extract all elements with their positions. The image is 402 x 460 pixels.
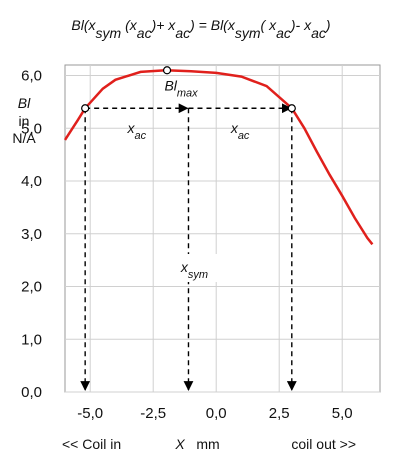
x-label: << Coil in: [62, 436, 121, 452]
title-part: ) = Bl(x: [188, 17, 236, 33]
curve: [63, 69, 374, 246]
y-tick-label: 1,0: [21, 331, 42, 348]
sym-label-bg: [170, 254, 219, 282]
max-label: Blmax: [164, 77, 198, 99]
y-tick-label: 6,0: [21, 68, 42, 85]
y-tick-label: 3,0: [21, 226, 42, 243]
title-part: ): [324, 17, 331, 33]
y-label: N/A: [12, 130, 36, 146]
y-tick-label: 5,0: [21, 120, 42, 137]
x-tick-label: 5,0: [332, 405, 353, 422]
x-label: mm: [196, 436, 219, 452]
y-tick-label: 2,0: [21, 279, 42, 296]
y-tick-label: 4,0: [21, 173, 42, 190]
ac-label: xac: [230, 120, 250, 142]
x-label: X: [174, 436, 185, 452]
plot-area: [64, 64, 381, 393]
ac-label-sub: ac: [135, 130, 147, 142]
ac-label-sub: ac: [238, 130, 250, 142]
title-subscript: sym: [96, 25, 122, 41]
marker: [81, 104, 90, 113]
marker: [162, 66, 172, 75]
y-label: in: [19, 113, 30, 129]
x-tick-label: -2,5: [140, 405, 166, 422]
title-subscript: ac: [276, 25, 291, 41]
title-subscript: ac: [311, 25, 326, 41]
x-tick-label: 0,0: [206, 405, 227, 422]
title-subscript: ac: [137, 25, 152, 41]
ac-label: xac: [127, 120, 147, 142]
title-subscript: ac: [175, 25, 190, 41]
ac-label-main: x: [230, 120, 239, 136]
x-tick-label: -5,0: [77, 405, 103, 422]
x-label: coil out >>: [291, 436, 356, 452]
y-label: Bl: [18, 95, 31, 111]
max-label-main: Bl: [164, 77, 177, 93]
x-tick-label: 2,5: [269, 405, 290, 422]
chart-title: Bl(xsym (xac)+ xac) = Bl(xsym( xac)- xac…: [71, 17, 330, 41]
title-subscript: sym: [235, 25, 261, 41]
sym-label: xsym: [180, 259, 208, 281]
max-label-sub: max: [177, 87, 198, 99]
title-part: ( x: [261, 17, 278, 33]
title-part: Bl(x: [71, 17, 96, 33]
title-part: )- x: [289, 17, 312, 33]
ac-label-main: x: [127, 120, 136, 136]
y-tick-label: 0,0: [21, 384, 42, 401]
marker: [287, 104, 296, 113]
title-part: (x: [121, 17, 138, 33]
sym-label-sub: sym: [188, 269, 208, 281]
title-part: )+ x: [150, 17, 177, 33]
sym-label-main: x: [180, 259, 189, 275]
